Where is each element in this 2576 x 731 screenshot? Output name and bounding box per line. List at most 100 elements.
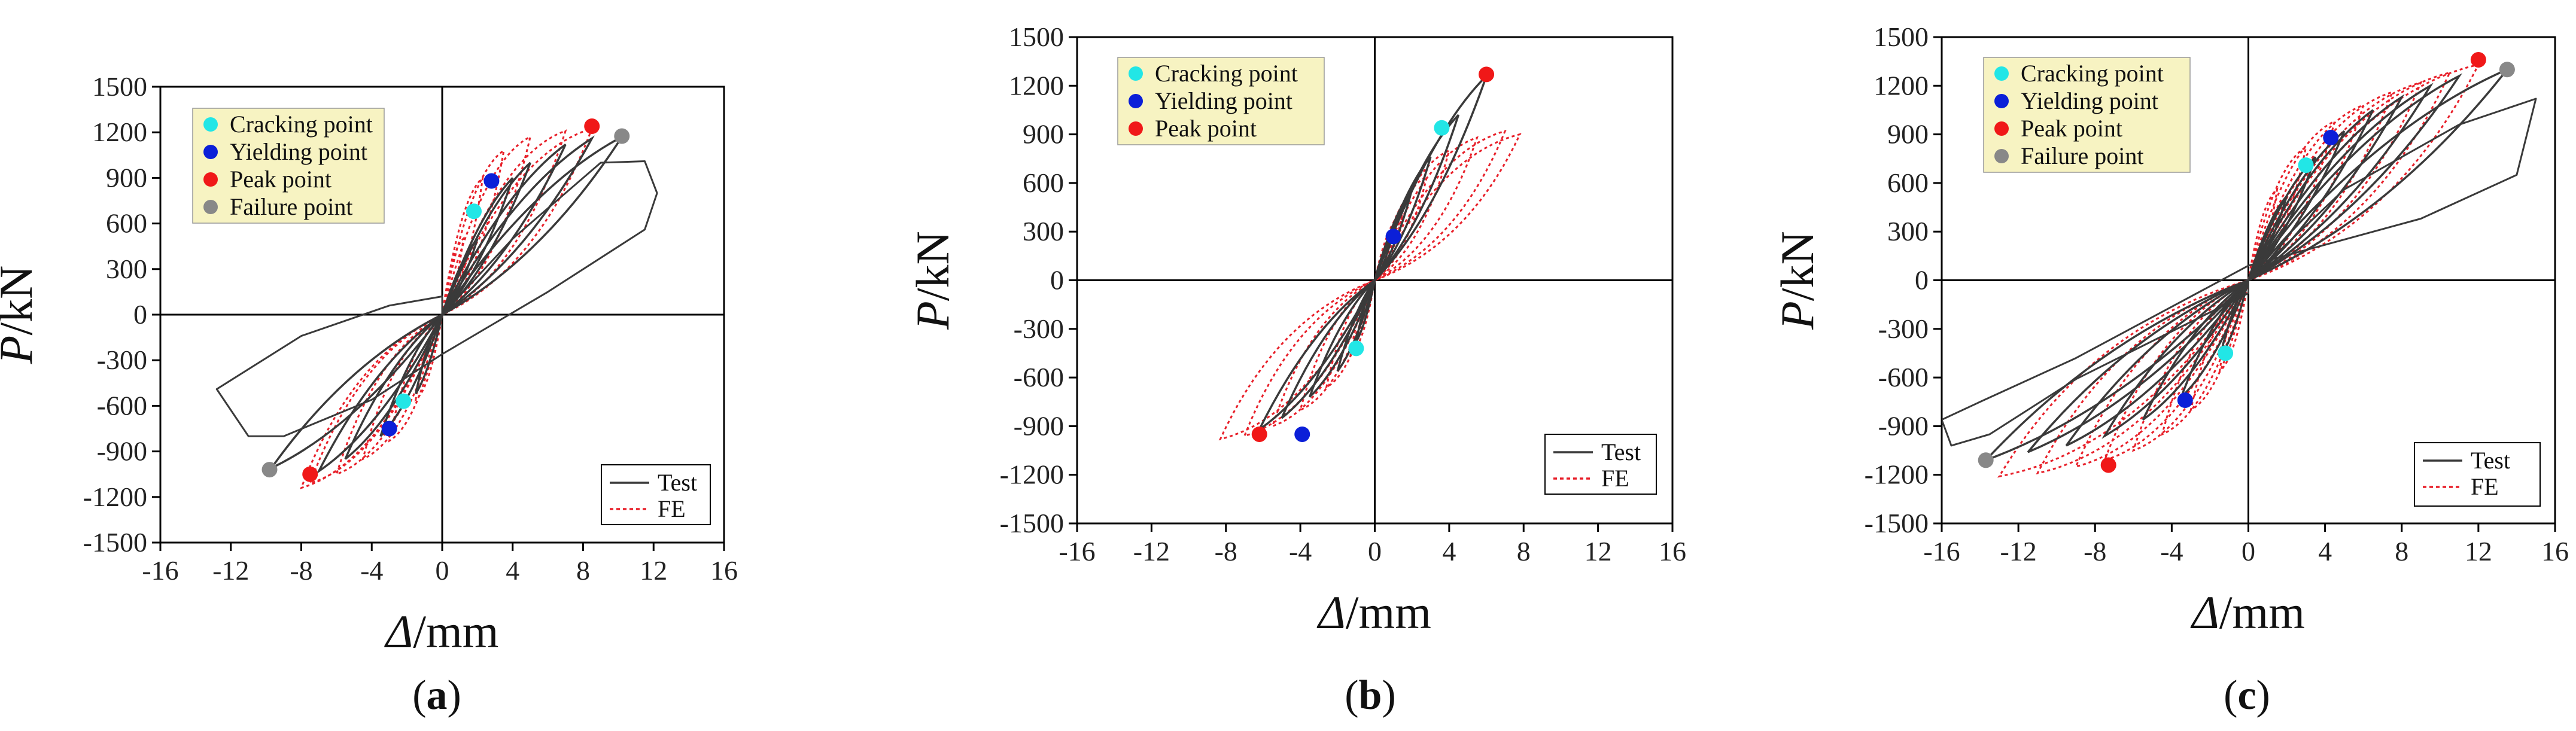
panel-label: (a) bbox=[412, 672, 461, 718]
test-series-loop bbox=[2027, 279, 2249, 453]
fe-series-loop bbox=[2036, 279, 2249, 475]
marker-legend-box bbox=[1117, 57, 1325, 145]
fe-series-loop bbox=[2074, 279, 2249, 468]
peak-point-marker bbox=[2100, 457, 2116, 473]
x-tick-label: 8 bbox=[576, 555, 590, 586]
peak-point-marker bbox=[1479, 66, 1495, 83]
test-series-loop bbox=[2101, 279, 2249, 439]
test-series-loop bbox=[1336, 279, 1376, 372]
test-series-loop bbox=[2247, 130, 2346, 281]
fe-series-loop bbox=[2218, 279, 2249, 373]
y-tick-label: 600 bbox=[1023, 167, 1064, 198]
yielding-legend-marker bbox=[1994, 94, 2009, 108]
x-tick-label: -8 bbox=[290, 555, 312, 586]
legend-entry-label: Failure point bbox=[2021, 142, 2144, 169]
cracking-point-marker bbox=[2218, 345, 2234, 361]
x-tick-label: 16 bbox=[2541, 536, 2569, 566]
test-series-loop bbox=[2247, 73, 2462, 282]
legend-entry-label: FE bbox=[2471, 473, 2499, 500]
cracking-legend-marker bbox=[203, 117, 218, 132]
test-series-envelope bbox=[215, 160, 658, 437]
y-tick-label: 900 bbox=[1887, 119, 1929, 150]
x-tick-label: 12 bbox=[2465, 536, 2492, 566]
plot-area bbox=[1218, 66, 1522, 442]
y-tick-label: -1200 bbox=[1000, 459, 1064, 490]
legend-entry-label: Failure point bbox=[230, 193, 353, 220]
legend-entry-label: FE bbox=[658, 495, 686, 522]
y-tick-label: 1200 bbox=[1874, 70, 1929, 100]
yielding-legend-marker bbox=[203, 145, 218, 159]
peak-point-marker bbox=[2470, 51, 2486, 68]
failure-point-marker bbox=[614, 128, 630, 144]
y-axis-label: P/kN bbox=[907, 231, 959, 330]
legend-entry-label: Peak point bbox=[1155, 115, 1257, 142]
fe-series-loop bbox=[2247, 81, 2423, 281]
legend-entry-label: Yielding point bbox=[2021, 87, 2158, 114]
yielding-legend-marker bbox=[1129, 94, 1143, 108]
plot-area bbox=[1942, 51, 2537, 478]
x-tick-label: 0 bbox=[2242, 536, 2255, 566]
y-tick-label: -300 bbox=[1014, 313, 1064, 344]
x-tick-label: -12 bbox=[1133, 536, 1170, 566]
peak-legend-marker bbox=[1129, 121, 1143, 136]
y-axis-label: P/kN bbox=[0, 266, 42, 365]
y-tick-label: 300 bbox=[1887, 216, 1929, 246]
y-tick-label: 600 bbox=[1887, 167, 1929, 198]
panel-label: (b) bbox=[1345, 672, 1396, 718]
test-series-loop bbox=[2065, 279, 2249, 447]
x-tick-label: 16 bbox=[1659, 536, 1686, 566]
x-tick-label: 4 bbox=[506, 555, 519, 586]
legend-entry-label: Peak point bbox=[2021, 115, 2122, 142]
fe-series-loop bbox=[1218, 279, 1376, 441]
fe-series-loop bbox=[2247, 71, 2452, 281]
legend-entry-label: Yielding point bbox=[230, 138, 367, 165]
fe-series-loop bbox=[335, 313, 443, 476]
fe-series-loop bbox=[441, 129, 567, 316]
legend-entry-label: Test bbox=[658, 469, 697, 496]
x-tick-label: -4 bbox=[1289, 536, 1312, 566]
x-tick-label: -12 bbox=[212, 555, 249, 586]
test-series-loop bbox=[1281, 279, 1376, 419]
fe-series-loop bbox=[1374, 133, 1522, 281]
y-tick-label: -1500 bbox=[1865, 508, 1929, 538]
fe-series-loop bbox=[2247, 120, 2336, 281]
line-legend-box bbox=[1544, 434, 1657, 495]
peak-point-marker bbox=[1251, 426, 1267, 442]
peak-legend-marker bbox=[203, 172, 218, 187]
cracking-point-marker bbox=[466, 203, 482, 220]
test-series-loop bbox=[2247, 83, 2434, 282]
fe-series-loop bbox=[2247, 187, 2279, 281]
y-tick-label: -300 bbox=[1878, 313, 1929, 344]
y-tick-label: -1500 bbox=[1000, 508, 1064, 538]
cracking-point-marker bbox=[1348, 340, 1364, 357]
y-tick-label: 0 bbox=[1915, 265, 1929, 296]
y-tick-label: -600 bbox=[1878, 362, 1929, 392]
y-tick-label: 1200 bbox=[1009, 70, 1064, 100]
line-legend-box bbox=[2414, 442, 2541, 507]
y-tick-label: -600 bbox=[97, 390, 147, 421]
yielding-point-marker bbox=[2177, 392, 2193, 409]
fe-series-loop bbox=[1374, 129, 1507, 281]
chart-panel-c: -16 -12 -8 -4 0 4 8 12 16 -1500 -1200 -900 -600 -300 0… bbox=[1771, 22, 2569, 718]
x-tick-label: 4 bbox=[2318, 536, 2332, 566]
peak-point-marker bbox=[302, 466, 318, 482]
test-series-loop bbox=[2247, 156, 2317, 281]
y-tick-label: -600 bbox=[1014, 362, 1064, 392]
legend-entry-label: Cracking point bbox=[1155, 60, 1298, 87]
legend-entry-label: Test bbox=[2471, 447, 2510, 474]
y-tick-label: -300 bbox=[97, 345, 147, 375]
y-tick-label: 900 bbox=[106, 162, 147, 193]
failure-point-marker bbox=[1978, 452, 1994, 468]
yielding-point-marker bbox=[381, 421, 397, 437]
yielding-point-marker bbox=[1385, 229, 1401, 245]
y-tick-label: 900 bbox=[1023, 119, 1064, 150]
test-series-loop bbox=[441, 144, 567, 316]
chart-panel-b: -16 -12 -8 -4 0 4 8 12 16 -1500 -1200 -900 -600 -300 0… bbox=[907, 22, 1686, 718]
legend-entry-label: Cracking point bbox=[2021, 60, 2164, 87]
x-tick-label: 4 bbox=[1442, 536, 1456, 566]
x-tick-label: -16 bbox=[142, 555, 178, 586]
